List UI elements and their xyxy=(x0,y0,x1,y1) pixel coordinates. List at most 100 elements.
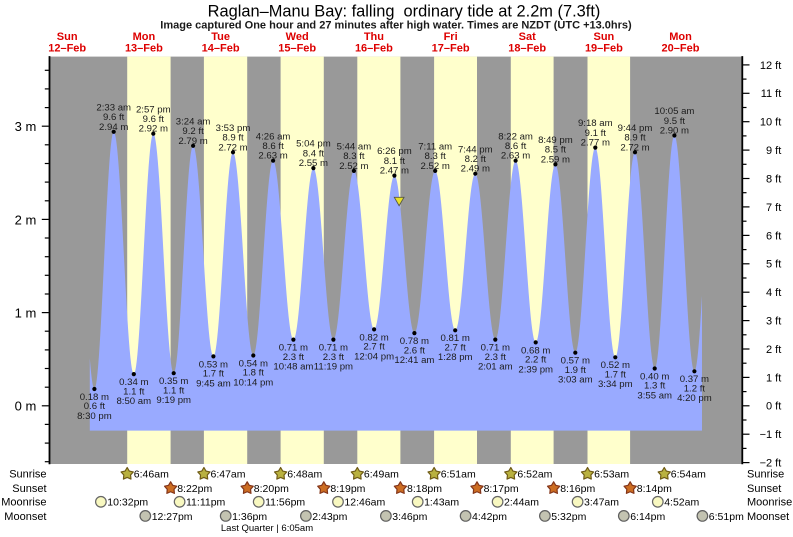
svg-text:2.92 m: 2.92 m xyxy=(139,124,168,135)
svg-text:Image captured One hour and 27: Image captured One hour and 27 minutes a… xyxy=(160,20,632,32)
svg-text:8.3 ft: 8.3 ft xyxy=(343,151,365,162)
svg-text:3 m: 3 m xyxy=(15,119,37,134)
svg-text:1:43am: 1:43am xyxy=(424,497,459,509)
svg-text:14–Feb: 14–Feb xyxy=(202,43,240,55)
svg-text:8:16pm: 8:16pm xyxy=(560,483,595,495)
svg-text:6:14pm: 6:14pm xyxy=(630,511,665,523)
svg-text:2.3 ft: 2.3 ft xyxy=(323,352,345,363)
svg-text:9:18 am: 9:18 am xyxy=(578,118,613,129)
svg-text:11 ft: 11 ft xyxy=(761,88,782,100)
svg-text:Fri: Fri xyxy=(444,31,458,43)
svg-text:7 ft: 7 ft xyxy=(766,202,781,214)
svg-text:6:51pm: 6:51pm xyxy=(709,511,744,523)
svg-text:1 ft: 1 ft xyxy=(766,372,781,384)
svg-text:1:28 pm: 1:28 pm xyxy=(438,352,473,363)
svg-text:2.47 m: 2.47 m xyxy=(380,166,409,177)
svg-text:Moonset: Moonset xyxy=(747,511,789,523)
svg-text:5:32pm: 5:32pm xyxy=(551,511,586,523)
svg-text:2.3 ft: 2.3 ft xyxy=(485,352,507,363)
svg-text:2 ft: 2 ft xyxy=(766,344,781,356)
svg-text:6:54am: 6:54am xyxy=(671,469,706,481)
svg-text:5 ft: 5 ft xyxy=(766,259,781,271)
svg-text:8:14pm: 8:14pm xyxy=(637,483,672,495)
svg-text:4:42pm: 4:42pm xyxy=(472,511,507,523)
svg-text:3:24 am: 3:24 am xyxy=(176,116,211,127)
svg-text:2.52 m: 2.52 m xyxy=(339,161,368,172)
svg-text:3:53 pm: 3:53 pm xyxy=(216,123,251,134)
svg-text:Sunset: Sunset xyxy=(12,483,46,495)
svg-text:Wed: Wed xyxy=(286,31,309,43)
svg-text:Last Quarter | 6:05am: Last Quarter | 6:05am xyxy=(221,523,313,534)
svg-text:1.8 ft: 1.8 ft xyxy=(243,368,265,379)
svg-text:8.3 ft: 8.3 ft xyxy=(425,151,447,162)
svg-text:6:51am: 6:51am xyxy=(441,469,476,481)
svg-text:12:04 pm: 12:04 pm xyxy=(354,351,394,362)
svg-text:8:18pm: 8:18pm xyxy=(407,483,442,495)
svg-text:0.57 m: 0.57 m xyxy=(561,356,590,367)
svg-text:0.40 m: 0.40 m xyxy=(640,371,669,382)
svg-text:8:20pm: 8:20pm xyxy=(254,483,289,495)
svg-text:8:22pm: 8:22pm xyxy=(177,483,212,495)
svg-text:6 ft: 6 ft xyxy=(766,230,781,242)
svg-text:10:05 am: 10:05 am xyxy=(654,106,694,117)
svg-text:12:46am: 12:46am xyxy=(344,497,385,509)
svg-text:Sat: Sat xyxy=(519,31,536,43)
svg-text:0.82 m: 0.82 m xyxy=(359,332,388,343)
svg-text:4 ft: 4 ft xyxy=(766,287,781,299)
svg-text:8.9 ft: 8.9 ft xyxy=(222,133,244,144)
svg-text:11:11pm: 11:11pm xyxy=(186,497,226,509)
svg-text:9 ft: 9 ft xyxy=(766,145,781,157)
svg-text:1.7 ft: 1.7 ft xyxy=(203,369,225,380)
svg-text:2.7 ft: 2.7 ft xyxy=(363,342,385,353)
svg-text:2.59 m: 2.59 m xyxy=(541,154,570,165)
svg-text:13–Feb: 13–Feb xyxy=(125,43,163,55)
svg-text:8 ft: 8 ft xyxy=(766,173,781,185)
svg-text:0.18 m: 0.18 m xyxy=(80,392,109,403)
svg-text:0.71 m: 0.71 m xyxy=(481,343,510,354)
svg-text:8:22 am: 8:22 am xyxy=(498,131,533,142)
svg-text:4:20 pm: 4:20 pm xyxy=(677,393,712,404)
svg-text:8:49 pm: 8:49 pm xyxy=(538,135,573,146)
svg-text:2:01 am: 2:01 am xyxy=(478,362,513,373)
svg-text:6:52am: 6:52am xyxy=(517,469,552,481)
svg-text:1:36pm: 1:36pm xyxy=(232,511,267,523)
svg-text:Sunrise: Sunrise xyxy=(747,469,784,481)
svg-text:1.2 ft: 1.2 ft xyxy=(684,384,706,395)
svg-text:10:14 pm: 10:14 pm xyxy=(233,377,273,388)
svg-text:3:46pm: 3:46pm xyxy=(392,511,427,523)
svg-text:4:26 am: 4:26 am xyxy=(256,131,291,142)
svg-text:Raglan–Manu Bay: falling ordi: Raglan–Manu Bay: falling ordinary tide a… xyxy=(208,3,601,21)
svg-text:4:52am: 4:52am xyxy=(664,497,699,509)
svg-text:8.2 ft: 8.2 ft xyxy=(465,154,487,165)
svg-text:9:45 am: 9:45 am xyxy=(196,378,231,389)
svg-text:18–Feb: 18–Feb xyxy=(508,43,546,55)
svg-text:0.6 ft: 0.6 ft xyxy=(84,401,106,412)
svg-text:2.72 m: 2.72 m xyxy=(218,142,247,153)
svg-text:0.52 m: 0.52 m xyxy=(601,360,630,371)
svg-text:0.53 m: 0.53 m xyxy=(199,359,228,370)
svg-text:1.9 ft: 1.9 ft xyxy=(565,365,587,376)
svg-text:Moonrise: Moonrise xyxy=(747,497,792,509)
svg-text:3:34 pm: 3:34 pm xyxy=(598,379,633,390)
svg-text:16–Feb: 16–Feb xyxy=(355,43,393,55)
svg-text:Sun: Sun xyxy=(594,31,615,43)
svg-text:2.7 ft: 2.7 ft xyxy=(445,343,467,354)
svg-text:0.37 m: 0.37 m xyxy=(680,374,709,385)
svg-text:6:46am: 6:46am xyxy=(134,469,169,481)
svg-text:0 ft: 0 ft xyxy=(766,401,781,413)
svg-text:2.63 m: 2.63 m xyxy=(501,151,530,162)
svg-text:2.77 m: 2.77 m xyxy=(581,138,610,149)
svg-text:1.1 ft: 1.1 ft xyxy=(163,385,185,396)
svg-text:Thu: Thu xyxy=(364,31,384,43)
svg-text:8.1 ft: 8.1 ft xyxy=(384,156,406,167)
svg-text:9.6 ft: 9.6 ft xyxy=(103,112,125,123)
svg-text:2.2 ft: 2.2 ft xyxy=(525,355,547,366)
svg-text:9.1 ft: 9.1 ft xyxy=(585,128,607,139)
svg-text:2.63 m: 2.63 m xyxy=(258,151,287,162)
svg-text:3:47am: 3:47am xyxy=(584,497,619,509)
svg-text:7:11 am: 7:11 am xyxy=(418,142,452,153)
svg-text:0 m: 0 m xyxy=(15,399,37,414)
svg-text:6:53am: 6:53am xyxy=(594,469,629,481)
svg-text:Sun: Sun xyxy=(57,31,78,43)
svg-text:7:44 pm: 7:44 pm xyxy=(458,144,493,155)
